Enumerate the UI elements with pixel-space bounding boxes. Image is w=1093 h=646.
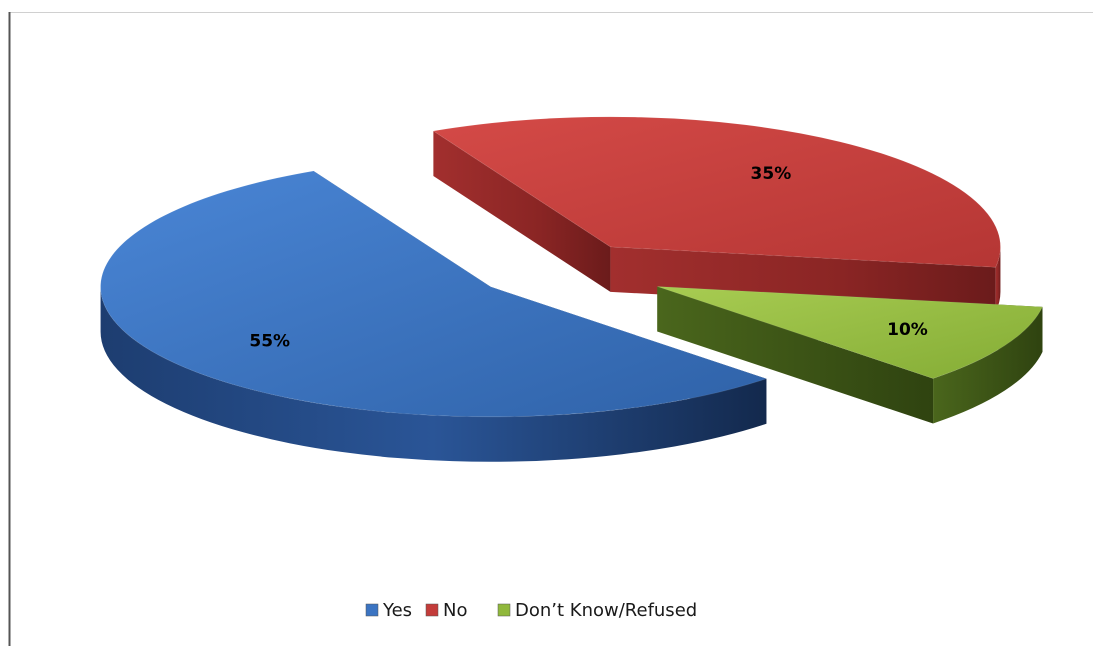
pie-slice-yes: [100, 170, 768, 462]
legend-item-no: No: [425, 600, 467, 621]
slice-face-end-don-t-know-refused: [657, 286, 934, 424]
legend-swatch-yes: [365, 603, 379, 617]
slice-side-no-0: [995, 246, 1001, 313]
legend-swatch-no: [425, 603, 439, 617]
slice-top-don-t-know-refused: [657, 286, 1044, 379]
data-label-don-t-know-refused: 10%: [887, 320, 928, 340]
pie-slices: [100, 116, 1044, 462]
slice-side-yes-0: [100, 286, 767, 462]
slice-side-don-t-know-refused-0: [933, 306, 1043, 424]
pie-slice-don-t-know-refused: [657, 286, 1044, 424]
legend-label-don-t-know-refused: Don’t Know/Refused: [515, 600, 697, 621]
pie-slice-no: [432, 116, 1001, 313]
slice-top-yes: [100, 170, 768, 418]
legend-label-yes: Yes: [382, 600, 412, 621]
legend: Yes No Don’t Know/Refused: [365, 600, 697, 621]
legend-swatch-don-t-know-refused: [497, 603, 511, 617]
data-label-no: 35%: [751, 164, 792, 184]
legend-label-no: No: [443, 600, 467, 621]
data-labels: 35% 10% 55%: [249, 164, 927, 351]
slice-top-no: [432, 116, 1001, 268]
data-label-yes: 55%: [249, 331, 290, 351]
slice-face-start-no: [433, 131, 611, 292]
legend-item-don-t-know-refused: Don’t Know/Refused: [497, 600, 697, 621]
legend-item-yes: Yes: [365, 600, 412, 621]
